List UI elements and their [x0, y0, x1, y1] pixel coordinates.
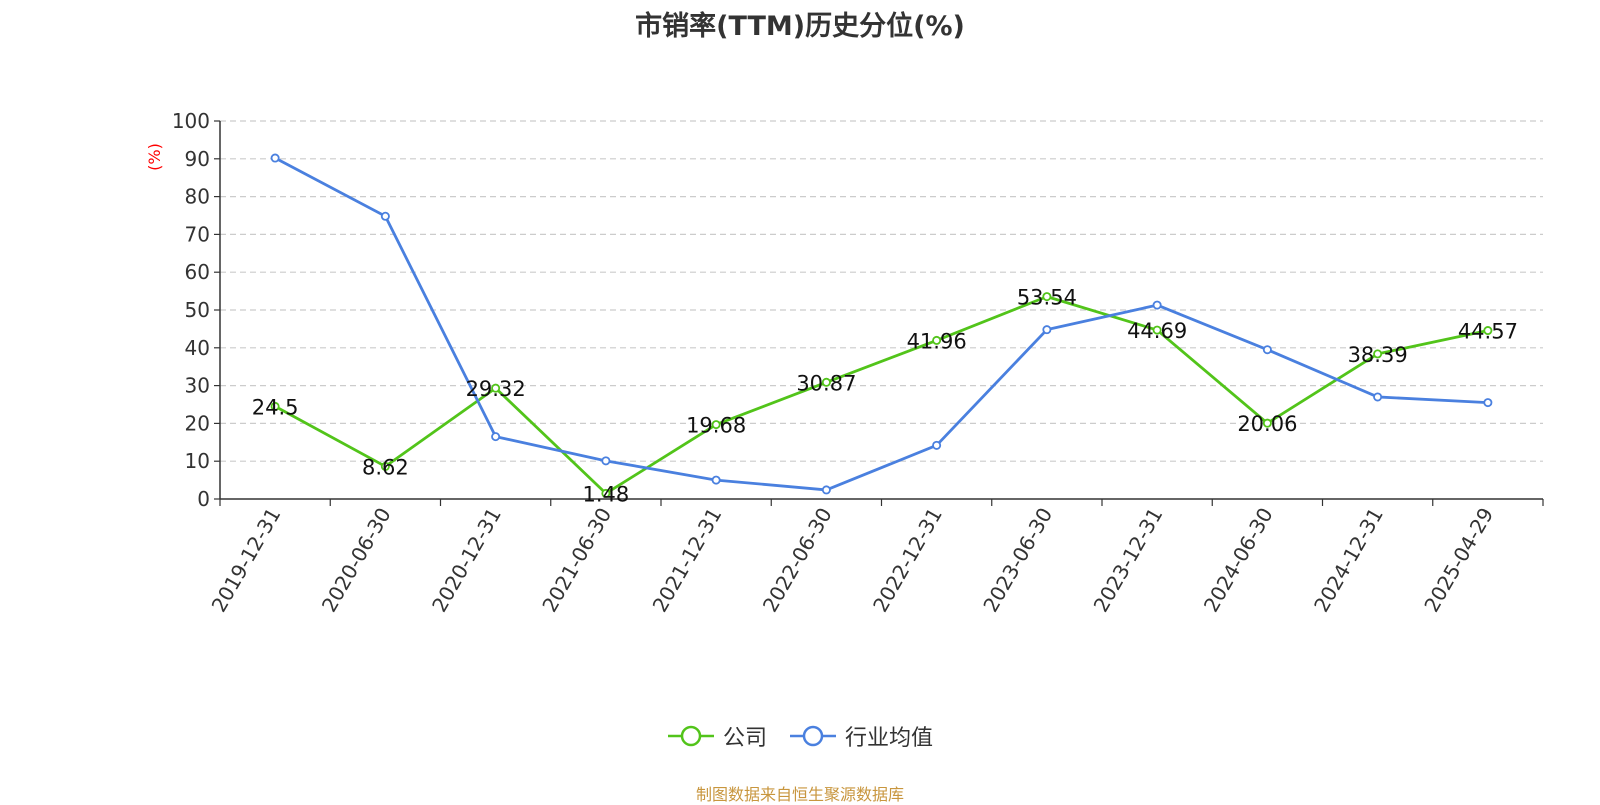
x-tick-label: 2021-06-30 — [537, 504, 616, 617]
data-label: 41.96 — [907, 329, 967, 353]
legend: 公司 行业均值 — [0, 720, 1600, 752]
y-tick-label: 60 — [185, 260, 210, 284]
data-point — [711, 420, 721, 430]
data-point — [380, 461, 390, 471]
data-source-note: 制图数据来自恒生聚源数据库 — [695, 785, 904, 804]
data-point — [1152, 325, 1162, 335]
x-tick-label: 2023-12-31 — [1089, 504, 1168, 617]
data-label: 44.69 — [1127, 319, 1187, 343]
legend-label-company: 公司 — [722, 726, 767, 751]
data-point — [821, 377, 831, 387]
data-point — [932, 440, 942, 450]
y-axis-label: (%) — [145, 143, 164, 171]
data-point — [1483, 398, 1493, 408]
x-tick-label: 2023-06-30 — [978, 504, 1057, 617]
data-label: 38.39 — [1348, 343, 1408, 367]
data-point — [1262, 418, 1272, 428]
series-lines — [270, 153, 1493, 498]
x-tick-label: 2025-04-29 — [1419, 504, 1498, 617]
chart-title: 市销率(TTM)历史分位(%) — [635, 11, 965, 42]
y-tick-label: 0 — [197, 487, 210, 511]
data-label: 44.57 — [1458, 320, 1518, 344]
x-tick-label: 2019-12-31 — [207, 504, 286, 617]
data-point — [1042, 325, 1052, 335]
x-tick-label: 2024-06-30 — [1199, 504, 1278, 617]
data-point — [601, 488, 611, 498]
y-tick-label: 40 — [185, 336, 210, 360]
data-labels: 24.5 8.62 29.32 1.48 19.68 30.87 41.96 53.54 44.… — [252, 286, 1518, 507]
data-point — [491, 383, 501, 393]
x-tick-label: 2022-06-30 — [758, 504, 837, 617]
data-label: 20.06 — [1237, 412, 1297, 436]
data-label: 1.48 — [582, 482, 629, 506]
data-label: 24.5 — [252, 395, 299, 419]
data-point — [1262, 345, 1272, 355]
line-chart: 0 10 20 30 40 50 60 70 80 90 100 2019-12-31 2020-06-… — [145, 109, 1544, 617]
data-point — [1042, 292, 1052, 302]
legend-line-circle-icon — [667, 724, 715, 748]
legend-item-industry-average[interactable]: 行业均值 — [789, 720, 933, 752]
data-point — [270, 401, 280, 411]
y-tick-label: 80 — [185, 185, 210, 209]
x-tick-label: 2020-12-31 — [427, 504, 506, 617]
series-line-1 — [274, 156, 1488, 492]
axes: 0 10 20 30 40 50 60 70 80 90 100 2019-12-31 2020-06-… — [172, 109, 1544, 617]
y-tick-label: 100 — [172, 109, 210, 133]
data-label: 29.32 — [466, 377, 526, 401]
y-tick-label: 50 — [185, 298, 210, 322]
y-tick-label: 20 — [185, 411, 210, 435]
y-tick-label: 90 — [185, 147, 210, 171]
legend-item-company[interactable]: 公司 — [667, 720, 767, 752]
data-point — [1483, 326, 1493, 336]
data-point — [1373, 349, 1383, 359]
data-point — [1152, 300, 1162, 310]
y-tick-label: 30 — [185, 374, 210, 398]
data-label: 8.62 — [362, 455, 409, 479]
legend-label-industry-average: 行业均值 — [845, 726, 934, 751]
data-point — [491, 432, 501, 442]
legend-line-circle-icon — [789, 724, 837, 748]
y-tick-label: 10 — [185, 449, 210, 473]
x-tick-label: 2021-12-31 — [648, 504, 727, 617]
data-point — [932, 335, 942, 345]
grid-lines — [220, 120, 1543, 462]
data-label: 19.68 — [686, 414, 746, 438]
data-point — [821, 485, 831, 495]
data-label: 53.54 — [1017, 286, 1077, 310]
y-tick-label: 70 — [185, 222, 210, 246]
data-point — [601, 456, 611, 466]
data-point — [711, 475, 721, 485]
data-point — [1373, 392, 1383, 402]
data-point — [380, 211, 390, 221]
data-point — [270, 153, 280, 163]
x-tick-label: 2020-06-30 — [317, 504, 396, 617]
x-tick-label: 2024-12-31 — [1309, 504, 1388, 617]
data-label: 30.87 — [796, 371, 856, 395]
x-tick-label: 2022-12-31 — [868, 504, 947, 617]
series-line-0 — [274, 295, 1489, 495]
